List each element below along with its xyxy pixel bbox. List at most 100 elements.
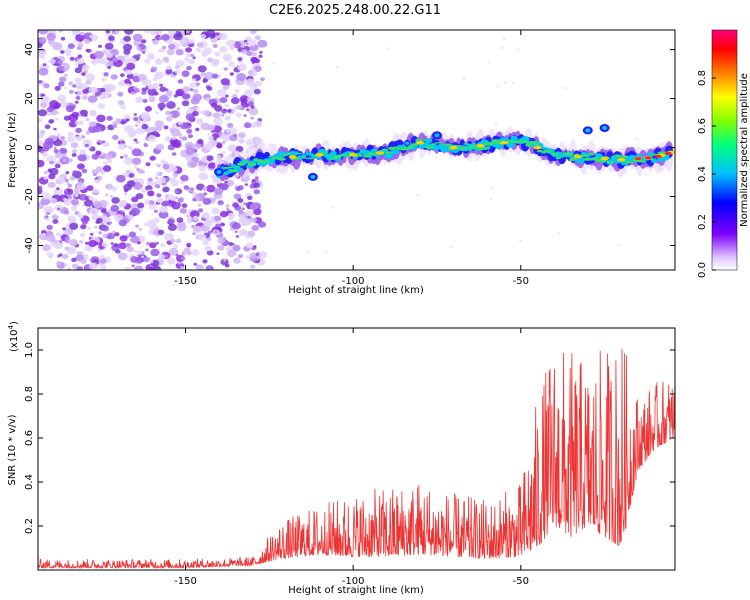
ridge-hotspot bbox=[376, 151, 384, 155]
noise-speck bbox=[186, 129, 193, 134]
noise-speck bbox=[188, 58, 196, 65]
spectrogram-ylabel: Frequency (Hz) bbox=[7, 112, 18, 188]
noise-speck bbox=[162, 186, 170, 193]
ridge-blob bbox=[510, 135, 518, 142]
x-tick-label: -150 bbox=[174, 576, 197, 587]
noise-speck bbox=[67, 136, 75, 143]
x-tick-label: -100 bbox=[342, 576, 365, 587]
noise-speck bbox=[86, 185, 94, 192]
noise-speck bbox=[82, 95, 88, 100]
ridge-blob bbox=[587, 152, 596, 156]
noise-speck bbox=[253, 208, 262, 216]
noise-speck bbox=[221, 151, 226, 154]
noise-speck bbox=[85, 48, 90, 53]
noise-speck bbox=[64, 178, 69, 183]
noise-speck bbox=[214, 230, 218, 234]
noise-speck bbox=[84, 199, 93, 207]
noise-speck bbox=[46, 32, 56, 41]
isolated-blob-core bbox=[602, 126, 608, 130]
noise-speck bbox=[204, 142, 214, 150]
noise-speck bbox=[87, 226, 91, 230]
noise-speck bbox=[131, 148, 142, 157]
noise-speck bbox=[227, 144, 238, 152]
noise-speck bbox=[41, 192, 51, 200]
noise-speck bbox=[170, 128, 181, 137]
ridge-blob bbox=[581, 154, 588, 157]
ridge-blob bbox=[480, 146, 489, 150]
noise-speck bbox=[182, 94, 189, 100]
ridge-blob bbox=[467, 147, 473, 150]
noise-speck bbox=[193, 262, 197, 266]
noise-speck bbox=[183, 185, 190, 190]
noise-speck bbox=[57, 59, 63, 65]
noise-speck bbox=[126, 62, 136, 70]
noise-speck bbox=[105, 30, 111, 34]
noise-speck bbox=[247, 216, 251, 219]
noise-speck bbox=[192, 56, 196, 59]
noise-speck bbox=[238, 229, 247, 237]
noise-speck bbox=[82, 64, 90, 71]
noise-speck bbox=[120, 156, 124, 159]
noise-speck bbox=[125, 69, 133, 75]
ridge-peak bbox=[634, 157, 642, 161]
noise-speck bbox=[195, 119, 203, 125]
noise-speck bbox=[503, 81, 507, 84]
noise-speck bbox=[123, 35, 132, 42]
noise-speck bbox=[158, 254, 166, 260]
ridge-blob bbox=[533, 143, 540, 146]
ridge-blob bbox=[565, 152, 574, 156]
noise-speck bbox=[109, 195, 114, 198]
ridge-blob bbox=[355, 153, 364, 157]
noise-speck bbox=[74, 67, 83, 74]
noise-speck bbox=[229, 134, 238, 142]
colorbar-tick-label: 0.6 bbox=[697, 118, 708, 134]
noise-speck bbox=[241, 49, 248, 55]
noise-speck bbox=[227, 250, 237, 258]
noise-speck bbox=[63, 73, 68, 77]
ridge-blob bbox=[423, 139, 429, 142]
snr-series-line bbox=[38, 348, 675, 570]
noise-speck bbox=[72, 149, 78, 154]
noise-speck bbox=[211, 73, 218, 79]
ridge-blob bbox=[443, 143, 452, 147]
noise-speck bbox=[126, 214, 134, 221]
noise-speck bbox=[173, 244, 179, 249]
noise-speck bbox=[158, 210, 169, 219]
noise-speck bbox=[111, 197, 120, 204]
noise-speck bbox=[52, 219, 59, 224]
noise-speck bbox=[259, 51, 263, 54]
noise-speck bbox=[201, 157, 206, 162]
ridge-blob bbox=[393, 146, 400, 149]
noise-speck bbox=[192, 192, 198, 196]
noise-speck bbox=[65, 239, 70, 244]
noise-speck bbox=[106, 232, 116, 240]
noise-speck bbox=[253, 189, 260, 195]
noise-speck bbox=[62, 253, 69, 260]
y-tick-label: 20 bbox=[24, 92, 35, 105]
noise-speck bbox=[152, 39, 159, 45]
colorbar-tick-label: 0.2 bbox=[697, 214, 708, 230]
noise-speck bbox=[76, 212, 82, 217]
colorbar-ticks: 0.0 0.2 0.4 0.6 0.8 bbox=[697, 70, 716, 278]
ridge-blob bbox=[434, 142, 439, 144]
noise-speck bbox=[197, 233, 207, 241]
noise-speck bbox=[198, 208, 204, 213]
noise-speck bbox=[511, 81, 515, 85]
noise-speck bbox=[155, 163, 160, 167]
noise-speck bbox=[147, 177, 153, 182]
noise-speck bbox=[175, 190, 179, 193]
noise-speck bbox=[234, 230, 238, 233]
noise-speck bbox=[181, 70, 190, 77]
noise-speck bbox=[123, 157, 134, 165]
noise-speck bbox=[99, 264, 107, 270]
colorbar-tick-label: 0.4 bbox=[697, 166, 708, 182]
noise-speck bbox=[60, 36, 66, 41]
noise-speck bbox=[462, 77, 466, 80]
ridge-hotspot bbox=[416, 140, 425, 145]
noise-speck bbox=[69, 176, 76, 181]
noise-speck bbox=[222, 84, 229, 90]
noise-speck bbox=[179, 266, 185, 270]
ridge-peak bbox=[644, 156, 652, 160]
noise-speck bbox=[174, 69, 181, 74]
noise-speck bbox=[71, 153, 77, 157]
